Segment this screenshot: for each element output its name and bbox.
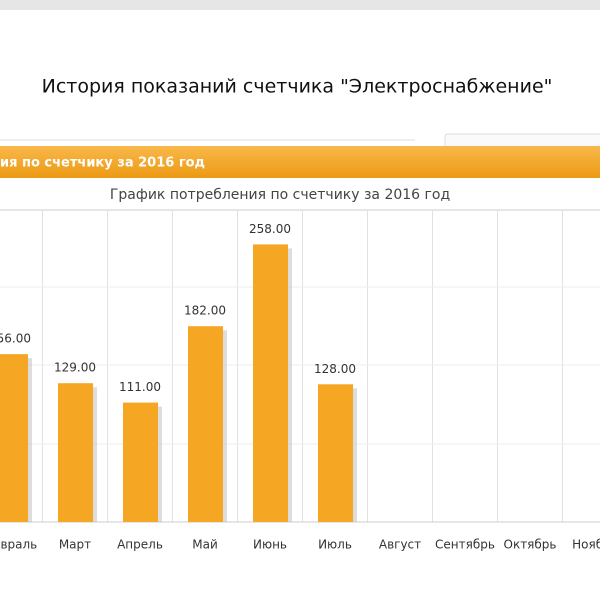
x-tick-label: Март [59, 538, 91, 552]
x-tick-label: Апрель [117, 538, 163, 552]
bar [318, 384, 353, 522]
x-tick-label: Июль [318, 538, 352, 552]
data-label: 258.00 [249, 222, 291, 236]
chart-title: График потребления по счетчику за 2016 г… [110, 187, 450, 203]
data-label: 111.00 [119, 380, 161, 394]
x-tick-label: Июнь [253, 538, 287, 552]
x-tick-label: Ноябрь [572, 538, 600, 552]
chart-panel [0, 178, 600, 600]
x-tick-label: Сентябрь [435, 538, 495, 552]
x-tick-label: Февраль [0, 538, 37, 552]
plot: Февраль 156.00 Март 129.00 Апрель 111.00 Май 18… [0, 210, 600, 552]
page-title: История показаний счетчика "Электроснабж… [42, 76, 553, 98]
x-tick-label: Май [192, 538, 218, 552]
bar [123, 402, 158, 522]
data-label: 182.00 [184, 304, 226, 318]
bar [0, 354, 28, 522]
data-label: 129.00 [54, 361, 96, 375]
bar [253, 244, 288, 522]
data-label: 128.00 [314, 362, 356, 376]
x-tick-label: Октябрь [504, 538, 557, 552]
top-bar [0, 0, 600, 10]
panel-header-text: ия по счетчику за 2016 год [0, 156, 205, 171]
data-label: 156.00 [0, 332, 31, 346]
side-box [444, 133, 600, 149]
bar [188, 326, 223, 522]
panel-header [0, 146, 600, 178]
x-tick-label: Август [379, 538, 421, 552]
bar [58, 383, 93, 522]
